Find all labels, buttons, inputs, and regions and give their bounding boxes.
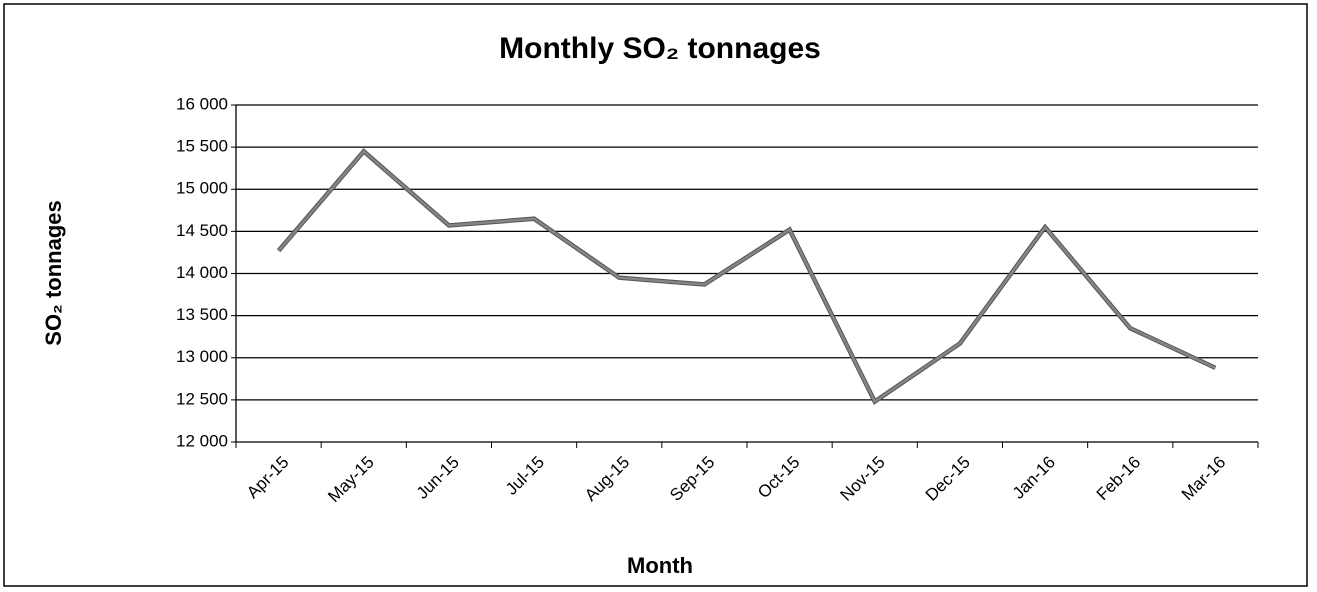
x-tick-label: May-15: [324, 453, 378, 507]
y-tick-label: 16 000: [176, 94, 228, 113]
data-line: [277, 149, 1216, 404]
x-tick-label: Nov-15: [837, 453, 889, 505]
x-tick-label: Jan-16: [1009, 453, 1059, 503]
x-tick-label: Jun-15: [413, 453, 463, 503]
x-tick-label: Sep-15: [666, 453, 718, 505]
y-tick-label: 12 000: [176, 431, 228, 450]
x-tick-label: Aug-15: [581, 453, 633, 505]
y-tick-label: 15 500: [176, 137, 228, 156]
y-tick-label: 15 000: [176, 179, 228, 198]
y-tick-label: 12 500: [176, 389, 228, 408]
x-tick-label: Dec-15: [922, 453, 974, 505]
x-tick-label: Apr-15: [243, 453, 293, 503]
y-axis-label: SO₂ tonnages: [41, 200, 66, 345]
y-tick-label: 14 500: [176, 221, 228, 240]
x-tick-label: Jul-15: [502, 453, 548, 499]
chart-border: [3, 3, 1308, 587]
chart-title: Monthly SO₂ tonnages: [499, 32, 821, 65]
x-tick-label: Feb-16: [1093, 453, 1145, 505]
x-tick-label: Oct-15: [754, 453, 804, 503]
x-axis-label: Month: [627, 553, 693, 578]
y-tick-label: 14 000: [176, 263, 228, 282]
y-tick-label: 13 500: [176, 305, 228, 324]
y-tick-label: 13 000: [176, 347, 228, 366]
x-tick-label: Mar-16: [1178, 453, 1230, 505]
